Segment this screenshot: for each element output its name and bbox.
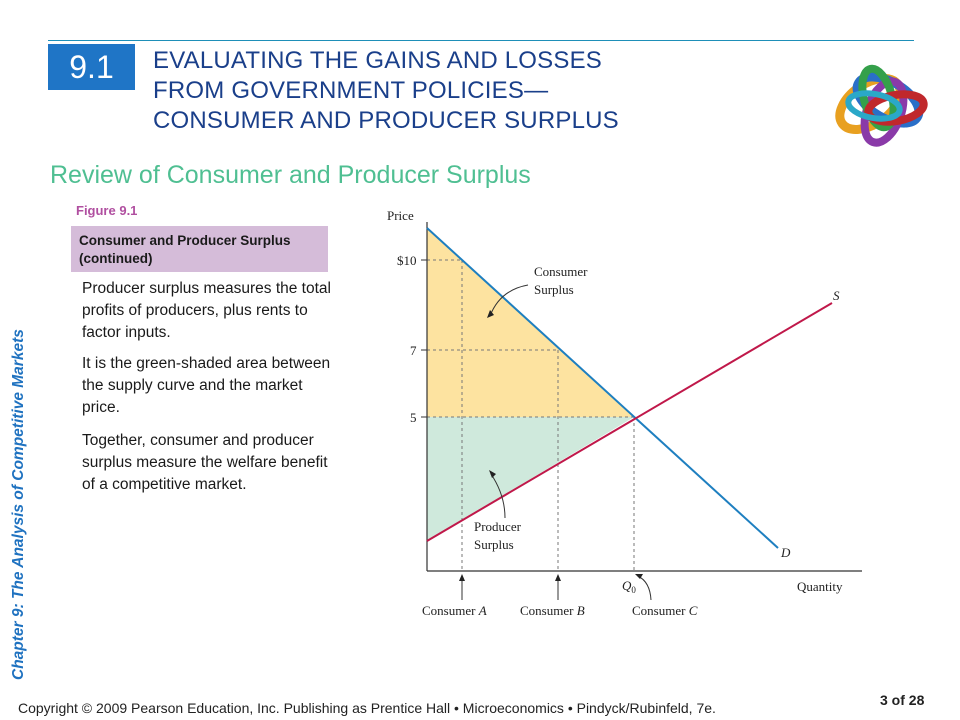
rings-logo (818, 42, 950, 166)
section-number-badge: 9.1 (48, 44, 135, 90)
consumer-arrows (459, 574, 561, 600)
price-tick-7: 7 (410, 343, 417, 358)
price-tick-marks (421, 259, 427, 418)
producer-surplus-label-line2: Surplus (474, 537, 514, 552)
q0-pointer (637, 575, 652, 601)
paragraph-green-area: It is the green-shaded area between the … (82, 355, 331, 416)
consumer-surplus-pointer (489, 284, 529, 317)
slide-subtitle: Review of Consumer and Producer Surplus (50, 161, 531, 189)
producer-surplus-label-line1: Producer (474, 519, 522, 534)
footer-copyright: Copyright © 2009 Pearson Education, Inc.… (18, 700, 716, 716)
header-rule (48, 40, 914, 41)
paragraph-producer-surplus: Producer surplus measures the total prof… (82, 280, 331, 341)
price-tick-10: $10 (397, 253, 417, 268)
slide-title: EVALUATING THE GAINS AND LOSSES FROM GOV… (153, 46, 803, 136)
demand-label: D (780, 545, 791, 560)
dashed-guides (427, 259, 635, 571)
producer-surplus-arrowhead (489, 470, 496, 478)
q0-label: Q0 (622, 578, 636, 595)
x-axis-label: Quantity (797, 579, 843, 594)
demand-curve (426, 227, 779, 549)
q0-arrowhead (635, 574, 643, 579)
y-axis-label: Price (387, 208, 414, 223)
supply-curve (426, 302, 833, 542)
consumer-surplus-label-line2: Surplus (534, 282, 574, 297)
figure-caption: Consumer and Producer Surplus (continued… (71, 226, 328, 272)
slide-title-line: FROM GOVERNMENT POLICIES— (153, 77, 549, 104)
paragraph-welfare: Together, consumer and producer surplus … (82, 432, 328, 493)
price-tick-5: 5 (410, 410, 417, 425)
producer-surplus-pointer (490, 473, 506, 519)
figure-label: Figure 9.1 (76, 203, 138, 218)
slide-title-line: CONSUMER AND PRODUCER SURPLUS (153, 107, 619, 134)
slide-title-line: EVALUATING THE GAINS AND LOSSES (153, 47, 602, 74)
q0-subscript: 0 (631, 585, 636, 595)
consumer-surplus-arrowhead (487, 310, 494, 318)
rings-logo-icon (835, 64, 928, 147)
consumer-b-label: Consumer B (520, 603, 585, 618)
page-number: 3 of 28 (880, 692, 925, 708)
consumer-surplus-label-line1: Consumer (534, 264, 588, 279)
consumer-a-label: Consumer A (422, 603, 487, 618)
consumer-c-label: Consumer C (632, 603, 698, 618)
supply-label: S (833, 288, 840, 303)
